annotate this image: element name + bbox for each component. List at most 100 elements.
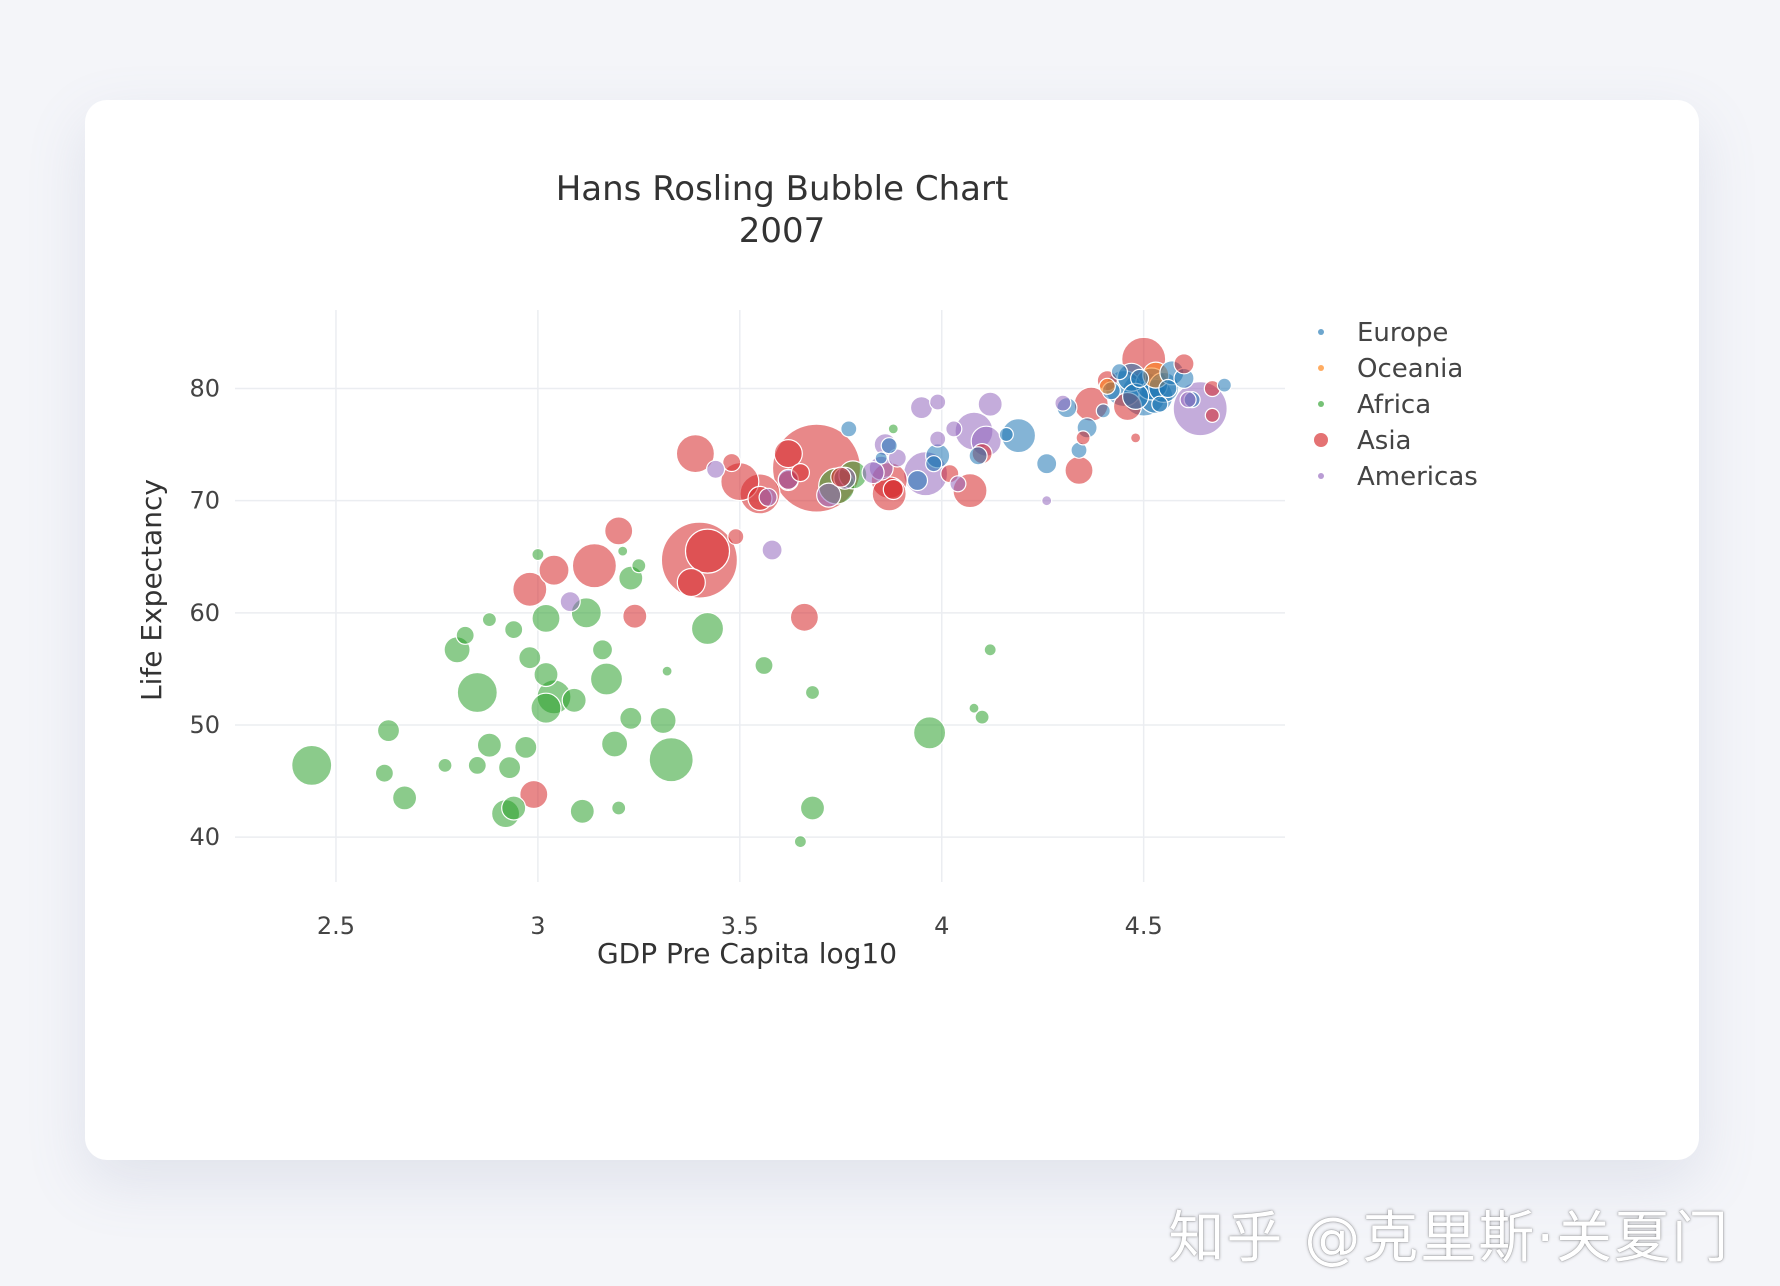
bubble-asia[interactable]: [519, 779, 549, 810]
bubble-europe[interactable]: [1158, 378, 1178, 399]
bubble-asia[interactable]: [676, 567, 706, 598]
legend-label: Oceania: [1357, 354, 1463, 384]
bubble-africa[interactable]: [531, 547, 545, 562]
bubble-africa[interactable]: [504, 619, 524, 640]
bubble-asia[interactable]: [1129, 432, 1142, 444]
bubble-africa[interactable]: [591, 639, 614, 661]
bubble-asia[interactable]: [571, 543, 617, 589]
bubble-americas[interactable]: [816, 482, 842, 508]
bubble-asia[interactable]: [1173, 353, 1195, 375]
legend-marker: [1314, 433, 1328, 447]
bubble-europe[interactable]: [1110, 363, 1129, 381]
bubble-americas[interactable]: [945, 420, 963, 438]
bubble-europe[interactable]: [1129, 368, 1150, 388]
bubble-africa[interactable]: [291, 744, 333, 787]
bubble-africa[interactable]: [690, 611, 725, 646]
bubble-americas[interactable]: [761, 539, 783, 561]
bubble-africa[interactable]: [561, 687, 587, 713]
bubble-europe[interactable]: [998, 426, 1014, 443]
bubble-africa[interactable]: [501, 795, 527, 821]
bubble-europe[interactable]: [1095, 403, 1111, 419]
bubble-africa[interactable]: [376, 718, 401, 743]
legend-item-asia[interactable]: Asia: [1314, 426, 1412, 456]
bubble-africa[interactable]: [476, 732, 502, 758]
bubble-americas[interactable]: [705, 459, 726, 479]
bubble-americas[interactable]: [1041, 495, 1053, 507]
legend-item-oceania[interactable]: Oceania: [1318, 354, 1463, 384]
bubble-africa[interactable]: [648, 737, 694, 783]
bubble-africa[interactable]: [437, 757, 453, 774]
bubble-asia[interactable]: [684, 528, 731, 574]
bubble-africa[interactable]: [649, 706, 677, 735]
bubble-europe[interactable]: [968, 446, 988, 466]
bubble-africa[interactable]: [887, 423, 899, 435]
bubble-africa[interactable]: [661, 665, 673, 677]
bubble-africa[interactable]: [600, 730, 629, 758]
bubble-africa[interactable]: [617, 545, 629, 557]
bubble-asia[interactable]: [790, 463, 811, 483]
bubble-africa[interactable]: [804, 684, 821, 701]
bubble-africa[interactable]: [498, 755, 522, 780]
bubble-africa[interactable]: [455, 625, 475, 645]
bubble-asia[interactable]: [789, 602, 820, 632]
bubble-africa[interactable]: [754, 655, 774, 676]
bubble-americas[interactable]: [929, 430, 947, 448]
bubble-americas[interactable]: [758, 487, 778, 507]
bubble-americas[interactable]: [1179, 391, 1197, 409]
bubble-africa[interactable]: [974, 709, 990, 725]
bubble-africa[interactable]: [619, 706, 643, 730]
legend-item-americas[interactable]: Americas: [1318, 462, 1478, 492]
bubble-asia[interactable]: [675, 434, 716, 474]
bubble-africa[interactable]: [481, 611, 497, 628]
bubble-oceania[interactable]: [1098, 377, 1116, 395]
bubble-africa[interactable]: [611, 800, 627, 816]
bubble-africa[interactable]: [514, 735, 538, 760]
bubble-europe[interactable]: [1216, 377, 1233, 393]
bubble-africa[interactable]: [983, 643, 997, 657]
bubble-africa[interactable]: [793, 834, 808, 849]
bubble-europe[interactable]: [1121, 382, 1150, 410]
bubble-asia[interactable]: [722, 452, 742, 473]
bubble-africa[interactable]: [467, 755, 487, 776]
bubble-africa[interactable]: [518, 646, 542, 670]
bubble-asia[interactable]: [622, 603, 648, 629]
bubble-asia[interactable]: [1075, 430, 1091, 446]
bubble-asia[interactable]: [512, 571, 548, 607]
bubble-africa[interactable]: [799, 795, 826, 821]
bubble-africa[interactable]: [569, 798, 595, 824]
bubble-africa[interactable]: [392, 785, 418, 811]
bubble-europe[interactable]: [1036, 453, 1058, 475]
legend-item-europe[interactable]: Europe: [1318, 318, 1448, 348]
bubble-asia[interactable]: [1204, 407, 1220, 423]
bubble-americas[interactable]: [977, 391, 1003, 417]
bubble-americas[interactable]: [1054, 394, 1072, 412]
bubble-africa[interactable]: [530, 692, 562, 724]
bubble-europe[interactable]: [874, 451, 888, 465]
bubble-africa[interactable]: [374, 763, 394, 783]
bubble-africa[interactable]: [912, 716, 947, 750]
bubble-americas[interactable]: [559, 591, 581, 613]
bubble-americas[interactable]: [909, 396, 934, 420]
bubble-africa[interactable]: [531, 603, 561, 634]
bubble-asia[interactable]: [1064, 455, 1094, 485]
bubble-africa[interactable]: [589, 662, 624, 696]
bubble-americas[interactable]: [949, 475, 967, 493]
bubble-asia[interactable]: [604, 516, 634, 546]
bubble-americas[interactable]: [929, 393, 947, 411]
bubble-europe[interactable]: [880, 437, 898, 455]
bubble-africa[interactable]: [456, 671, 498, 714]
bubble-asia[interactable]: [727, 528, 745, 546]
bubble-europe[interactable]: [906, 469, 929, 492]
bubble-europe[interactable]: [840, 420, 858, 438]
bubble-asia[interactable]: [773, 439, 803, 469]
bubble-americas[interactable]: [861, 461, 885, 485]
bubble-africa[interactable]: [631, 558, 647, 574]
bubble-africa[interactable]: [968, 702, 980, 714]
bubble-asia[interactable]: [882, 478, 904, 501]
bubble-asia[interactable]: [538, 554, 570, 586]
bubble-africa[interactable]: [533, 661, 559, 688]
bubble-europe[interactable]: [925, 455, 943, 473]
bubble-asia[interactable]: [830, 466, 852, 488]
legend-item-africa[interactable]: Africa: [1318, 390, 1431, 420]
bubble-europe[interactable]: [1151, 395, 1169, 413]
